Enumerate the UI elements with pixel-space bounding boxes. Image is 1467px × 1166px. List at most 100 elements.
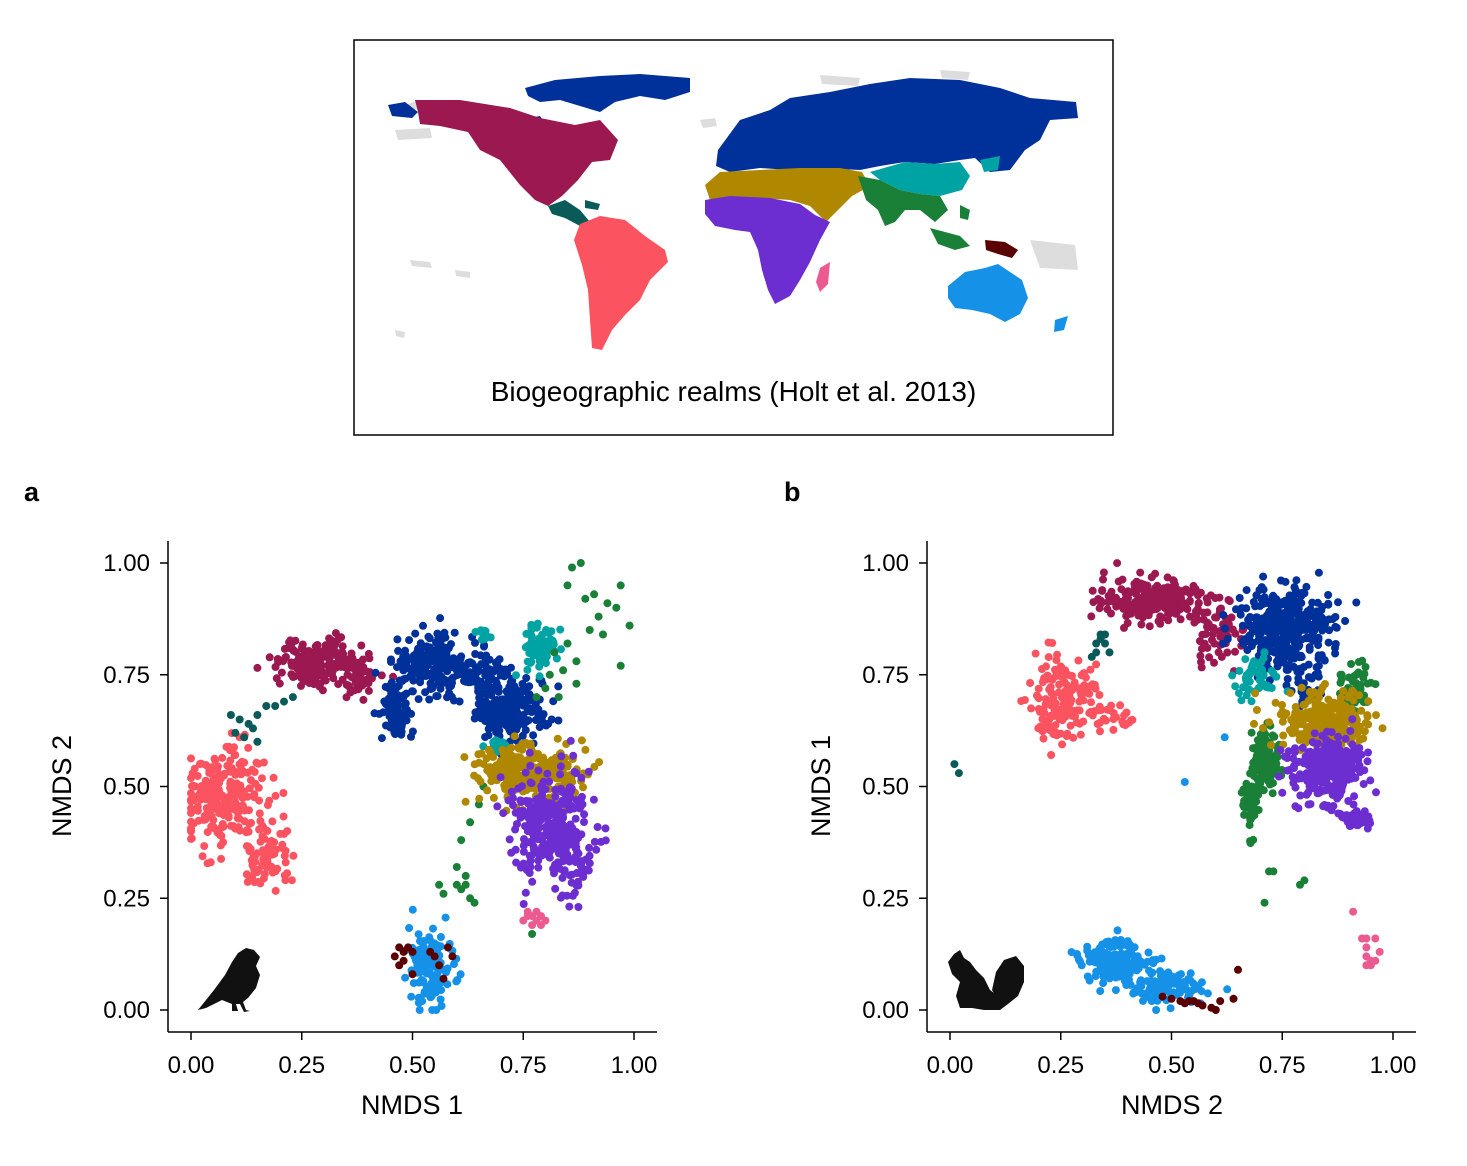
data-point — [612, 603, 621, 612]
data-point — [1189, 997, 1198, 1006]
data-point — [244, 827, 253, 836]
data-point — [1197, 663, 1206, 672]
data-point — [236, 791, 245, 800]
data-point — [560, 866, 569, 875]
data-point — [1134, 584, 1143, 593]
data-point — [1349, 800, 1358, 809]
data-point — [297, 681, 305, 690]
data-point — [281, 653, 290, 662]
data-point — [1361, 718, 1370, 727]
data-point — [1198, 630, 1207, 639]
data-point — [1049, 712, 1058, 720]
data-point — [1070, 683, 1079, 692]
data-point — [283, 827, 292, 836]
data-point — [530, 846, 538, 854]
data-point — [436, 639, 445, 648]
data-point — [1328, 763, 1337, 772]
data-point — [403, 654, 412, 663]
data-point — [502, 751, 511, 760]
data-point — [255, 809, 264, 818]
data-point — [505, 835, 514, 844]
data-point — [1109, 725, 1118, 734]
data-point — [1296, 667, 1305, 676]
data-point — [1331, 640, 1340, 648]
data-point — [1361, 663, 1370, 671]
data-point — [470, 714, 479, 723]
data-point — [1223, 648, 1232, 657]
data-point — [559, 813, 568, 822]
data-point — [535, 672, 544, 681]
series-10 — [390, 943, 457, 983]
data-point — [218, 753, 227, 762]
plot-area-a — [187, 559, 634, 1014]
data-point — [1186, 589, 1195, 597]
data-point — [1118, 575, 1127, 584]
data-point — [1290, 583, 1299, 592]
data-point — [1255, 624, 1264, 633]
data-point — [394, 646, 403, 655]
data-point — [1090, 948, 1099, 957]
data-point — [1282, 637, 1291, 646]
data-point — [522, 697, 531, 706]
data-point — [1051, 699, 1060, 708]
data-point — [1247, 697, 1256, 706]
data-point — [580, 818, 588, 826]
data-point — [553, 734, 562, 743]
data-point — [1234, 965, 1242, 974]
y-axis-title-a: NMDS 2 — [47, 735, 77, 837]
data-point — [1335, 790, 1343, 799]
data-point — [1046, 683, 1055, 691]
data-point — [436, 933, 445, 941]
data-point — [1177, 587, 1186, 596]
data-point — [268, 817, 277, 826]
data-point — [1180, 999, 1189, 1008]
data-point — [1223, 985, 1232, 994]
data-point — [1294, 674, 1303, 683]
series-2 — [253, 629, 397, 704]
data-point — [1316, 772, 1325, 780]
data-point — [408, 727, 417, 736]
data-point — [528, 930, 537, 938]
data-point — [471, 638, 479, 647]
data-point — [535, 662, 544, 671]
data-point — [1076, 730, 1085, 739]
data-point — [625, 621, 634, 630]
data-point — [187, 809, 195, 817]
realm-oriental — [858, 176, 970, 250]
data-point — [447, 640, 455, 649]
data-point — [256, 837, 265, 846]
data-point — [1220, 733, 1229, 742]
data-point — [273, 655, 282, 663]
squirrel-icon — [948, 950, 1024, 1010]
ticks-a: 0.00 0.00 0.25 0.25 0.50 0.50 0.75 0.75 1.00 1.00 — [103, 550, 657, 1079]
data-point — [1095, 691, 1104, 699]
data-point — [1231, 682, 1240, 691]
data-point — [1140, 960, 1149, 969]
data-point — [395, 961, 404, 970]
data-point — [1123, 937, 1132, 946]
data-point — [235, 760, 244, 769]
scatter-panel-b: b 0.00 0.00 0.25 0.25 0.50 0.50 0.75 0.75 1.00 1.… — [784, 477, 1416, 1120]
data-point — [426, 947, 435, 956]
data-point — [1099, 575, 1107, 584]
data-point — [1169, 576, 1178, 585]
data-point — [1294, 774, 1303, 783]
data-point — [559, 666, 568, 675]
data-point — [594, 612, 603, 621]
data-point — [424, 960, 433, 969]
data-point — [1340, 767, 1349, 776]
data-point — [1265, 718, 1274, 727]
data-point — [538, 843, 547, 851]
data-point — [1352, 598, 1361, 607]
data-point — [1315, 693, 1323, 702]
x-tick-label: 1.00 — [1370, 1052, 1417, 1079]
data-point — [253, 663, 262, 672]
data-point — [254, 759, 263, 768]
data-point — [445, 679, 453, 688]
data-point — [490, 706, 499, 715]
data-point — [1303, 608, 1312, 617]
data-point — [528, 921, 537, 930]
data-point — [568, 824, 577, 833]
data-point — [1256, 602, 1264, 610]
